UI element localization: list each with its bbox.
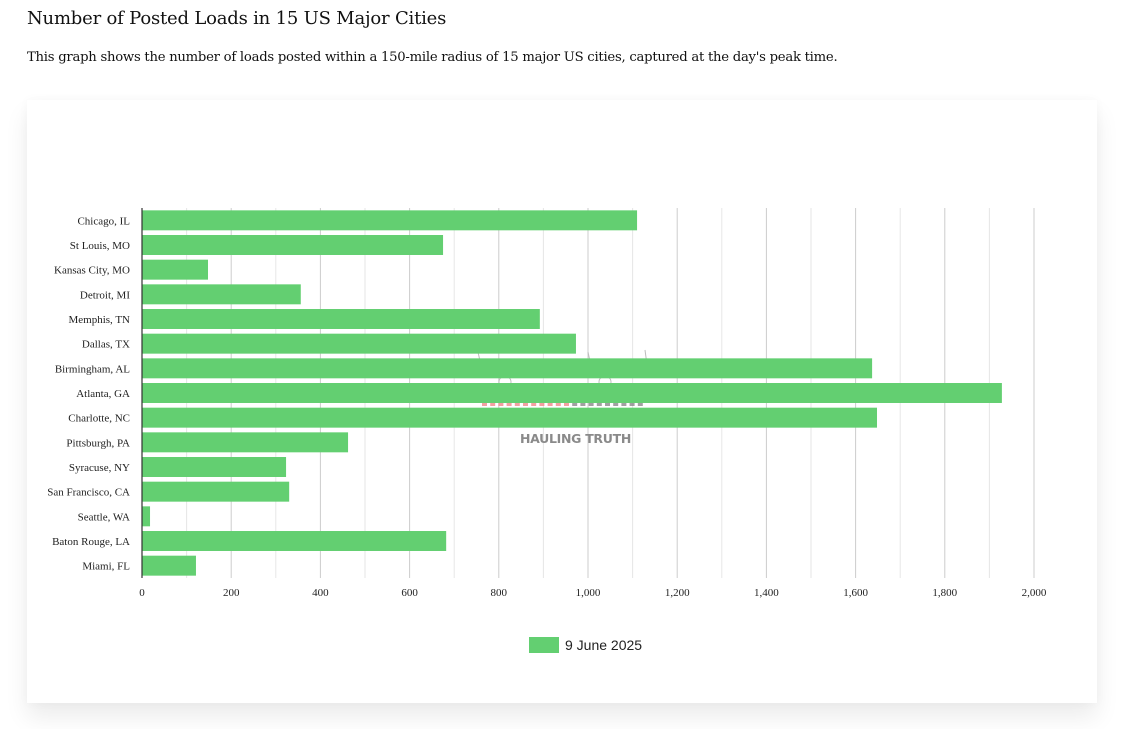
y-tick-label: Kansas City, MO: [54, 265, 130, 277]
bar: [142, 407, 878, 428]
watermark-dash: [498, 401, 504, 406]
bar: [142, 383, 1002, 403]
x-axis-labels: 0 200 400 600 800 1,000 1,200 1,400 1,600 1,800 2,…: [139, 587, 1047, 599]
x-tick-label: 2,000: [1022, 587, 1047, 599]
watermark-dash: [572, 401, 578, 406]
x-tick-label: 0: [139, 587, 145, 599]
bar: [142, 531, 447, 551]
legend-label: 9 June 2025: [565, 637, 643, 653]
y-tick-label: San Francisco, CA: [47, 487, 130, 499]
page-description: This graph shows the number of loads pos…: [27, 50, 838, 65]
y-tick-label: Dallas, TX: [82, 339, 130, 351]
bar: [142, 432, 349, 453]
x-tick-label: 600: [401, 587, 418, 599]
y-tick-label: Charlotte, NC: [68, 413, 130, 425]
watermark-road-dashes: [482, 401, 643, 406]
bar: [142, 358, 873, 379]
bar: [142, 210, 638, 231]
bars: [142, 210, 1002, 576]
x-tick-label: 1,800: [932, 587, 957, 599]
watermark-dash: [531, 401, 537, 406]
y-tick-label: St Louis, MO: [70, 240, 130, 252]
bar: [142, 309, 540, 329]
bar: [142, 506, 151, 527]
y-tick-label: Pittsburgh, PA: [66, 437, 130, 449]
page-title: Number of Posted Loads in 15 US Major Ci…: [27, 8, 447, 29]
y-tick-label: Baton Rouge, LA: [52, 536, 130, 548]
watermark-dash: [637, 401, 643, 406]
x-tick-label: 200: [223, 587, 240, 599]
y-tick-label: Chicago, IL: [77, 215, 130, 227]
x-tick-label: 1,200: [665, 587, 690, 599]
legend-swatch: [529, 637, 559, 653]
watermark-dash: [482, 401, 487, 406]
x-tick-label: 1,600: [843, 587, 868, 599]
bar: [142, 333, 576, 354]
legend: 9 June 2025: [529, 637, 642, 653]
watermark-dash: [596, 401, 602, 406]
bar: [142, 457, 287, 477]
y-tick-label: Miami, FL: [82, 561, 130, 573]
bar: [142, 481, 290, 502]
watermark-dash: [605, 401, 610, 406]
watermark-dash: [523, 401, 528, 406]
watermark-text: HAULING TRUTH: [520, 431, 631, 446]
bar: [142, 555, 196, 576]
watermark-dash: [621, 401, 627, 406]
y-tick-label: Syracuse, NY: [69, 462, 130, 474]
watermark-dash: [514, 401, 520, 406]
watermark-dash: [539, 401, 545, 406]
y-tick-label: Memphis, TN: [68, 314, 130, 326]
watermark-dash: [506, 401, 512, 406]
x-tick-label: 800: [491, 587, 508, 599]
watermark-dash: [564, 401, 569, 406]
x-tick-label: 1,000: [576, 587, 601, 599]
watermark-dash: [555, 401, 561, 406]
y-tick-label: Atlanta, GA: [76, 388, 130, 400]
y-tick-label: Seattle, WA: [78, 511, 130, 523]
watermark-dash: [629, 401, 635, 406]
x-tick-label: 1,400: [754, 587, 779, 599]
y-tick-label: Birmingham, AL: [55, 363, 130, 375]
y-axis-labels: Chicago, IL St Louis, MO Kansas City, MO De…: [47, 215, 130, 572]
bar: [142, 259, 209, 280]
watermark-dash: [613, 401, 619, 406]
bar: [142, 235, 444, 255]
watermark-dash: [580, 401, 586, 406]
y-tick-label: Detroit, MI: [80, 289, 130, 301]
bar: [142, 284, 301, 305]
watermark-dash: [588, 401, 594, 406]
watermark-dash: [547, 401, 553, 406]
watermark-dash: [490, 401, 496, 406]
x-tick-label: 400: [312, 587, 329, 599]
